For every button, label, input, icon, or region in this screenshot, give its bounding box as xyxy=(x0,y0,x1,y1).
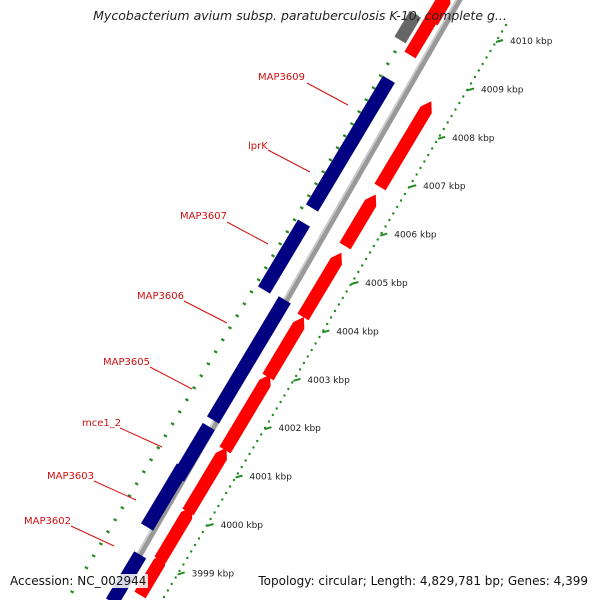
reverse-cds-4 xyxy=(206,296,291,424)
forward-strand-layer xyxy=(134,0,451,599)
gene-label-MAP3602[interactable]: MAP3602 xyxy=(24,516,71,527)
forward-cds-5 xyxy=(262,316,305,381)
forward-cds-7 xyxy=(339,194,377,250)
scale-tick-label: 4008 kbp xyxy=(452,134,495,144)
scale-tick-label: 3999 kbp xyxy=(192,569,235,579)
minor-tick-marks xyxy=(70,14,508,599)
gene-label-MAP3607[interactable]: MAP3607 xyxy=(180,211,227,222)
forward-cds-4 xyxy=(219,374,271,454)
forward-cds-3 xyxy=(182,447,227,516)
scale-tick-label: 4000 kbp xyxy=(221,521,264,531)
scale-tick-label: 4001 kbp xyxy=(250,473,293,483)
gene-label-MAP3606[interactable]: MAP3606 xyxy=(137,291,184,302)
reverse-cds-5 xyxy=(257,219,311,294)
scale-tick-label: 4009 kbp xyxy=(481,85,524,95)
forward-cds-6 xyxy=(297,252,342,321)
forward-cds-top xyxy=(426,0,451,26)
gene-label-MAP3609[interactable]: MAP3609 xyxy=(258,72,305,83)
gene-label-layer: MAP3609 lprK MAP3607 MAP3606 MAP3605 mce1_2 MA… xyxy=(24,72,349,547)
forward-cds-2 xyxy=(154,506,193,564)
scale-tick-label: 4010 kbp xyxy=(510,37,553,47)
scale-tick-label: 4005 kbp xyxy=(365,279,408,289)
reverse-cds-3 xyxy=(171,422,215,482)
genome-title: Mycobacterium avium subsp. paratuberculo… xyxy=(93,8,507,23)
forward-cds-8 xyxy=(374,101,432,191)
accession-label: Accession: NC_002944 xyxy=(8,574,149,588)
genome-summary: Topology: circular; Length: 4,829,781 bp… xyxy=(256,574,590,588)
scale-tick-label: 4006 kbp xyxy=(394,231,437,241)
reverse-cds-2 xyxy=(140,463,189,531)
scale-layer: 4010 kbp 4009 kbp 4008 kbp 4007 kbp 4006 kbp… xyxy=(177,37,553,579)
scale-tick-label: 4002 kbp xyxy=(278,424,321,434)
gray-cds-top xyxy=(394,10,421,44)
scale-tick-label: 4003 kbp xyxy=(307,376,350,386)
gene-label-lprK[interactable]: lprK xyxy=(248,141,268,152)
scale-tick-label: 4007 kbp xyxy=(423,182,466,192)
gene-label-MAP3605[interactable]: MAP3605 xyxy=(103,357,150,368)
reverse-cds-6 xyxy=(305,75,395,212)
gene-label-MAP3603[interactable]: MAP3603 xyxy=(47,471,94,482)
scale-tick-label: 4004 kbp xyxy=(336,327,379,337)
gene-label-mce1_2[interactable]: mce1_2 xyxy=(82,418,121,429)
